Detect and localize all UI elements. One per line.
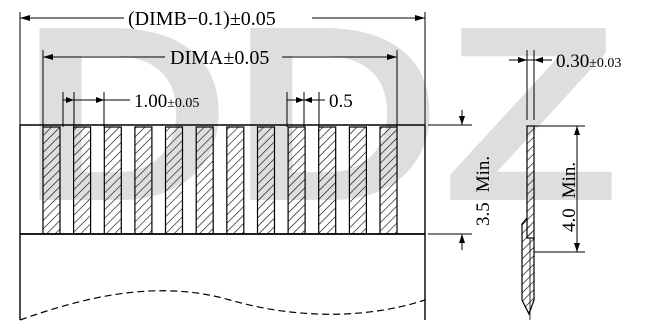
contact-1 — [42, 126, 61, 235]
contact-7 — [226, 126, 245, 235]
side-view-arrows — [518, 57, 580, 252]
contact-10 — [318, 126, 337, 235]
contact-group — [42, 126, 398, 235]
contact-5 — [164, 126, 184, 235]
contact-2 — [72, 126, 92, 235]
contact-length-label: 3.5Min. — [473, 156, 494, 226]
contact-12 — [379, 126, 398, 235]
contact-width-label: 0.5 — [329, 91, 353, 112]
contact-3 — [103, 126, 122, 235]
overall-width-label: (DIMB−0.1)±0.05 — [128, 8, 276, 30]
pitch-label: 1.00±0.05 — [134, 91, 199, 112]
contact-6 — [195, 126, 214, 235]
contact-4 — [134, 126, 153, 235]
side-view — [509, 50, 585, 320]
arrowheads — [20, 15, 425, 103]
dima-label: DIMA±0.05 — [170, 47, 269, 69]
dimension-lines — [19, 12, 426, 127]
break-line — [19, 290, 426, 321]
contact-11 — [348, 126, 367, 235]
contact-9 — [287, 126, 306, 235]
stiffener-length-label: 4.0Min. — [559, 162, 580, 232]
thickness-label: 0.30±0.03 — [556, 51, 621, 72]
contact-length-arrows — [459, 116, 465, 243]
contact-8 — [256, 126, 276, 235]
